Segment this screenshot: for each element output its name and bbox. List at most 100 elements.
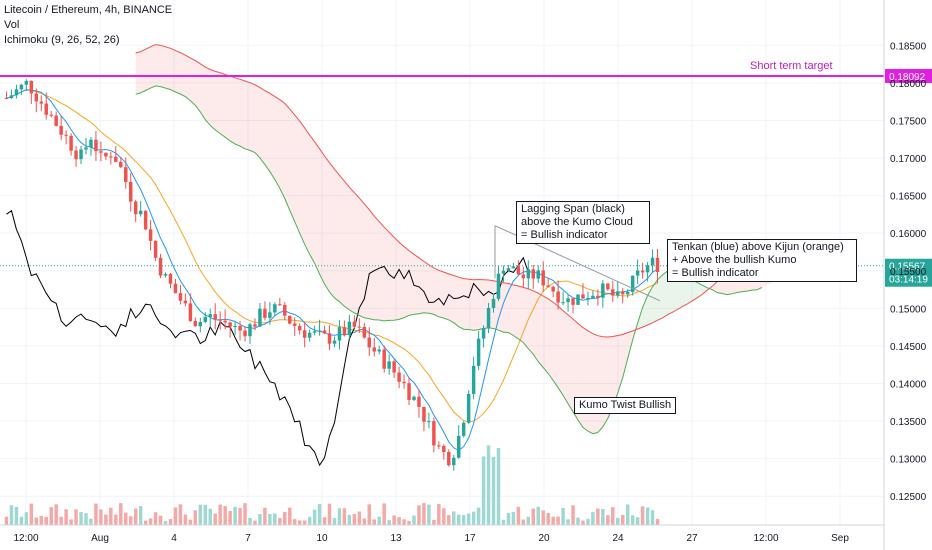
kumo-segment xyxy=(319,148,325,284)
kumo-segment xyxy=(587,330,593,434)
candle-body xyxy=(506,268,511,271)
candle-body xyxy=(133,201,138,215)
kumo-segment xyxy=(324,156,330,293)
candle-body xyxy=(59,125,63,135)
candle-body xyxy=(238,325,242,331)
candle-body xyxy=(54,115,58,126)
volume-bar xyxy=(402,519,406,525)
volume-bar xyxy=(466,513,471,525)
candle-body xyxy=(556,291,560,303)
kumo-segment xyxy=(190,58,196,106)
volume-bar xyxy=(581,520,585,525)
candle-body xyxy=(367,337,372,348)
candle-body xyxy=(601,283,605,298)
candle-body xyxy=(109,156,113,158)
candle-body xyxy=(332,340,337,344)
time-axis[interactable]: 12:00 Aug 4 7 10 13 17 20 24 27 12:00 Sep xyxy=(0,524,884,544)
volume-bar xyxy=(248,517,252,525)
candle-body xyxy=(635,270,640,276)
candle-body xyxy=(342,327,347,335)
volume-bar xyxy=(625,504,630,525)
kumo-segment xyxy=(165,46,171,90)
volume-bar xyxy=(79,512,83,525)
candle-body xyxy=(611,289,615,296)
candle-body xyxy=(168,273,173,284)
chart-overlays: 0.18092 0.15567 03:14:19 xyxy=(0,68,932,302)
time-tick-label: 12:00 xyxy=(753,533,778,544)
kumo-segment xyxy=(259,87,265,165)
kumo-segment xyxy=(344,181,350,311)
candle-body xyxy=(119,161,123,168)
candle-body xyxy=(302,330,307,338)
candle-body xyxy=(49,114,53,116)
candle-body xyxy=(526,269,531,279)
volume-bar xyxy=(601,509,605,525)
volume-bar xyxy=(635,517,640,525)
kumo-segment xyxy=(225,74,231,141)
volume-bar xyxy=(148,518,153,525)
kumo-segment xyxy=(175,50,181,94)
kumo-segment xyxy=(642,295,648,328)
kumo-segment xyxy=(210,69,216,130)
kumo-segment xyxy=(245,80,250,151)
candle-body xyxy=(640,270,645,273)
volume-bar xyxy=(188,519,193,525)
volume-bar xyxy=(606,515,610,525)
volume-bar xyxy=(109,507,113,525)
volume-bar xyxy=(322,517,327,525)
candle-body xyxy=(347,321,352,335)
price-axis[interactable]: 0.18500 0.18000 0.17500 0.17000 0.16500 0.160… xyxy=(883,0,927,550)
volume-bar xyxy=(417,505,421,525)
candle-body xyxy=(362,326,367,338)
volume-bar xyxy=(292,519,297,525)
candle-body xyxy=(447,452,451,466)
kumo-segment xyxy=(264,90,270,172)
symbol-title[interactable]: Litecoin / Ethereum, 4h, BINANCE xyxy=(4,4,173,16)
kumo-segment xyxy=(364,203,370,319)
price-tick-label: 0.13500 xyxy=(890,417,927,428)
volume-bar xyxy=(138,506,143,525)
kumo-segment xyxy=(697,282,703,298)
kumo-segment xyxy=(712,281,718,293)
volume-bar xyxy=(14,506,19,525)
kumo-segment xyxy=(309,134,315,264)
volume-bar xyxy=(640,506,645,525)
candle-body xyxy=(620,291,625,295)
kumo-segment xyxy=(533,290,539,362)
candle-body xyxy=(377,349,381,352)
kumo-segment xyxy=(145,46,151,91)
candle-body xyxy=(422,406,426,422)
volume-bar xyxy=(501,519,506,525)
kumo-segment xyxy=(314,141,320,275)
candle-body xyxy=(69,135,73,151)
volume-bar xyxy=(302,520,307,525)
candle-body xyxy=(4,97,9,99)
kumo-segment xyxy=(528,288,534,355)
candle-body xyxy=(178,293,183,301)
volume-bar xyxy=(34,517,39,525)
candle-body xyxy=(630,275,635,292)
kumo-segment xyxy=(548,298,554,381)
candle-body xyxy=(491,298,496,308)
volume-bar xyxy=(367,504,372,525)
volume-bar xyxy=(307,516,312,525)
volume-indicator-label[interactable]: Vol xyxy=(4,19,20,31)
volume-bar xyxy=(213,513,217,525)
kumo-segment xyxy=(394,237,400,321)
candle-body xyxy=(317,330,322,332)
lagging-span-line xyxy=(6,209,529,467)
kumo-segment xyxy=(215,71,221,134)
ichimoku-indicator-label[interactable]: Ichimoku (9, 26, 52, 26) xyxy=(4,34,120,46)
target-price-tag-text: 0.18092 xyxy=(889,72,926,83)
volume-bar xyxy=(69,519,73,525)
kumo-segment xyxy=(622,332,628,378)
time-tick-label: 17 xyxy=(464,533,476,544)
price-tick-label: 0.14500 xyxy=(890,342,927,353)
volume-bar xyxy=(407,520,411,525)
price-tick-label: 0.15000 xyxy=(890,304,927,315)
candle-body xyxy=(34,93,39,102)
volume-bar xyxy=(645,507,650,525)
candle-body xyxy=(481,328,486,339)
kumo-segment xyxy=(195,60,201,112)
volume-bar xyxy=(4,516,9,525)
